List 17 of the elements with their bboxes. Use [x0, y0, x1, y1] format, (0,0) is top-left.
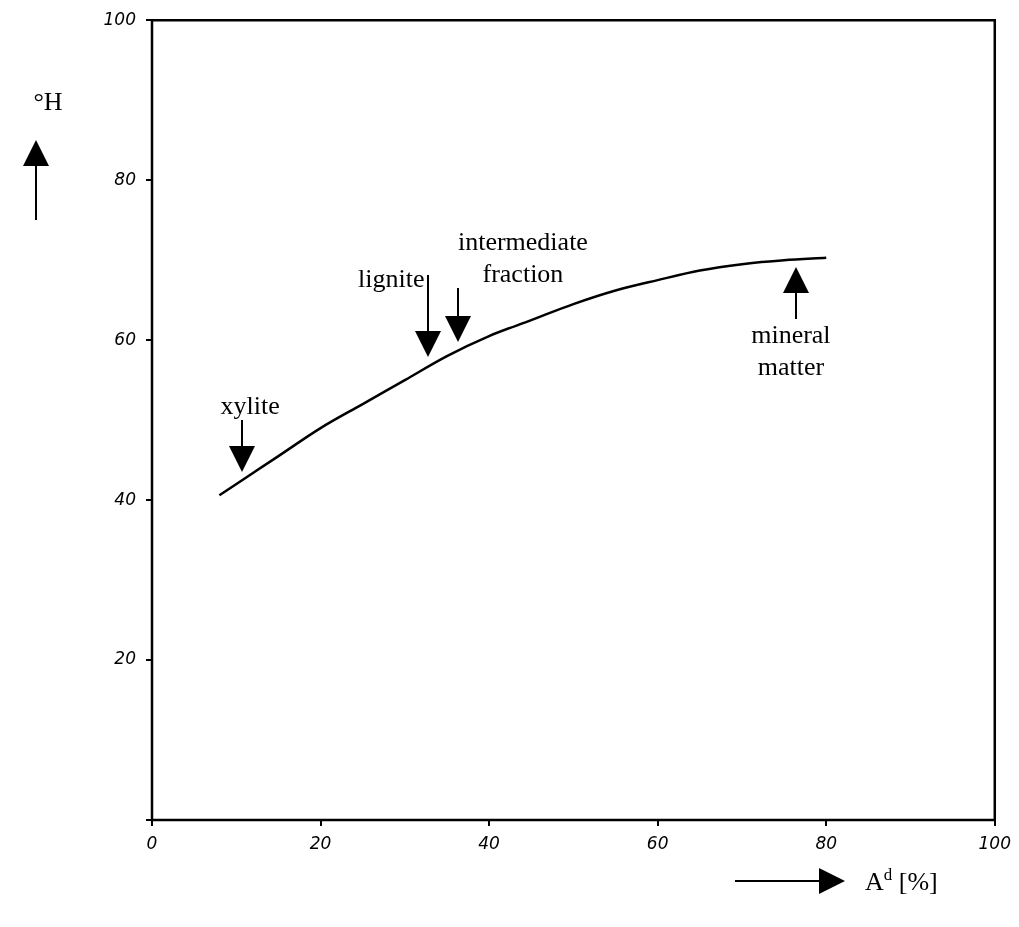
x-tick-label: 80	[815, 832, 838, 853]
x-tick-label: 0	[146, 832, 158, 853]
y-tick-label: 60	[114, 328, 136, 349]
y-tick-label: 80	[114, 168, 136, 189]
y-tick-label: 100	[103, 8, 136, 29]
x-tick-label: 60	[646, 832, 669, 853]
line-series	[218, 256, 828, 497]
annotation: xylite	[220, 391, 280, 421]
y-axis-title: °H	[33, 87, 63, 116]
annotation: lignite	[357, 263, 425, 293]
x-tick-label: 100	[978, 832, 1011, 853]
y-tick-label: 40	[114, 488, 136, 509]
y-tick-label: 20	[114, 648, 136, 669]
annotation: mineral matter	[751, 320, 831, 382]
x-tick-label: 20	[309, 832, 332, 853]
x-tick-label: 40	[478, 832, 500, 853]
annotation: intermediate fraction	[457, 226, 588, 288]
